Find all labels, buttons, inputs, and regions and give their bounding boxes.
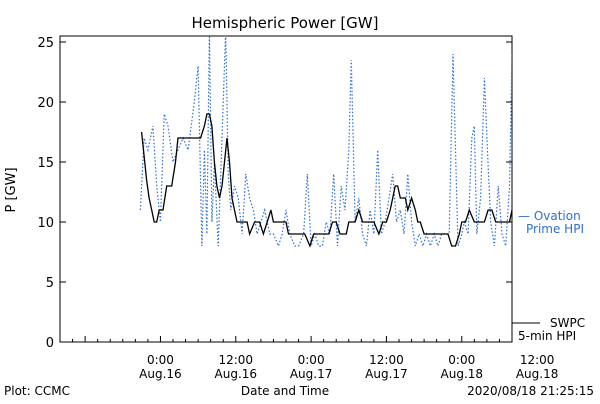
legend-ovation-line1: — Ovation (518, 209, 581, 223)
y-tick-label: 20 (37, 96, 54, 111)
x-axis-ticks: 0:00Aug.1612:00Aug.160:00Aug.1712:00Aug.… (59, 336, 559, 381)
x-tick-label-date: Aug.17 (290, 367, 333, 381)
chart-title: Hemispheric Power [GW] (192, 14, 379, 32)
y-tick-label: 0 (46, 336, 54, 351)
x-tick-label-date: Aug.17 (365, 367, 408, 381)
x-tick-label-time: 0:00 (298, 353, 325, 367)
x-tick-label-time: 0:00 (147, 353, 174, 367)
y-tick-label: 25 (37, 36, 54, 51)
y-tick-label: 10 (37, 216, 54, 231)
x-tick-label-time: 0:00 (448, 353, 475, 367)
x-tick-label-date: Aug.16 (215, 367, 258, 381)
legend-swpc-line1: SWPC (550, 316, 585, 330)
x-tick-label-time: 12:00 (369, 353, 404, 367)
y-tick-label: 15 (37, 156, 54, 171)
legend-swpc-line2: 5-min HPI (518, 329, 576, 343)
series-ovation-prime-hpi (139, 36, 512, 249)
series-layer (139, 36, 512, 249)
plot-frame (59, 35, 513, 343)
y-tick-label: 5 (46, 276, 54, 291)
footer-plot-credit: Plot: CCMC (4, 384, 70, 398)
x-tick-label-date: Aug.18 (516, 367, 559, 381)
x-tick-label-date: Aug.16 (139, 367, 182, 381)
y-axis-ticks: 0 5 10 15 20 25 (37, 36, 512, 351)
y-axis-label: P [GW] (4, 167, 19, 212)
x-axis-label: Date and Time (241, 384, 329, 398)
footer-timestamp: 2020/08/18 21:25:15 (467, 384, 594, 398)
x-tick-label-date: Aug.18 (441, 367, 484, 381)
legend-ovation-line2: Prime HPI (526, 222, 584, 236)
legend: — Ovation Prime HPI SWPC 5-min HPI (512, 209, 585, 343)
x-tick-label-time: 12:00 (218, 353, 253, 367)
x-tick-label-time: 12:00 (520, 353, 555, 367)
series-swpc-5min-hpi (140, 113, 512, 248)
